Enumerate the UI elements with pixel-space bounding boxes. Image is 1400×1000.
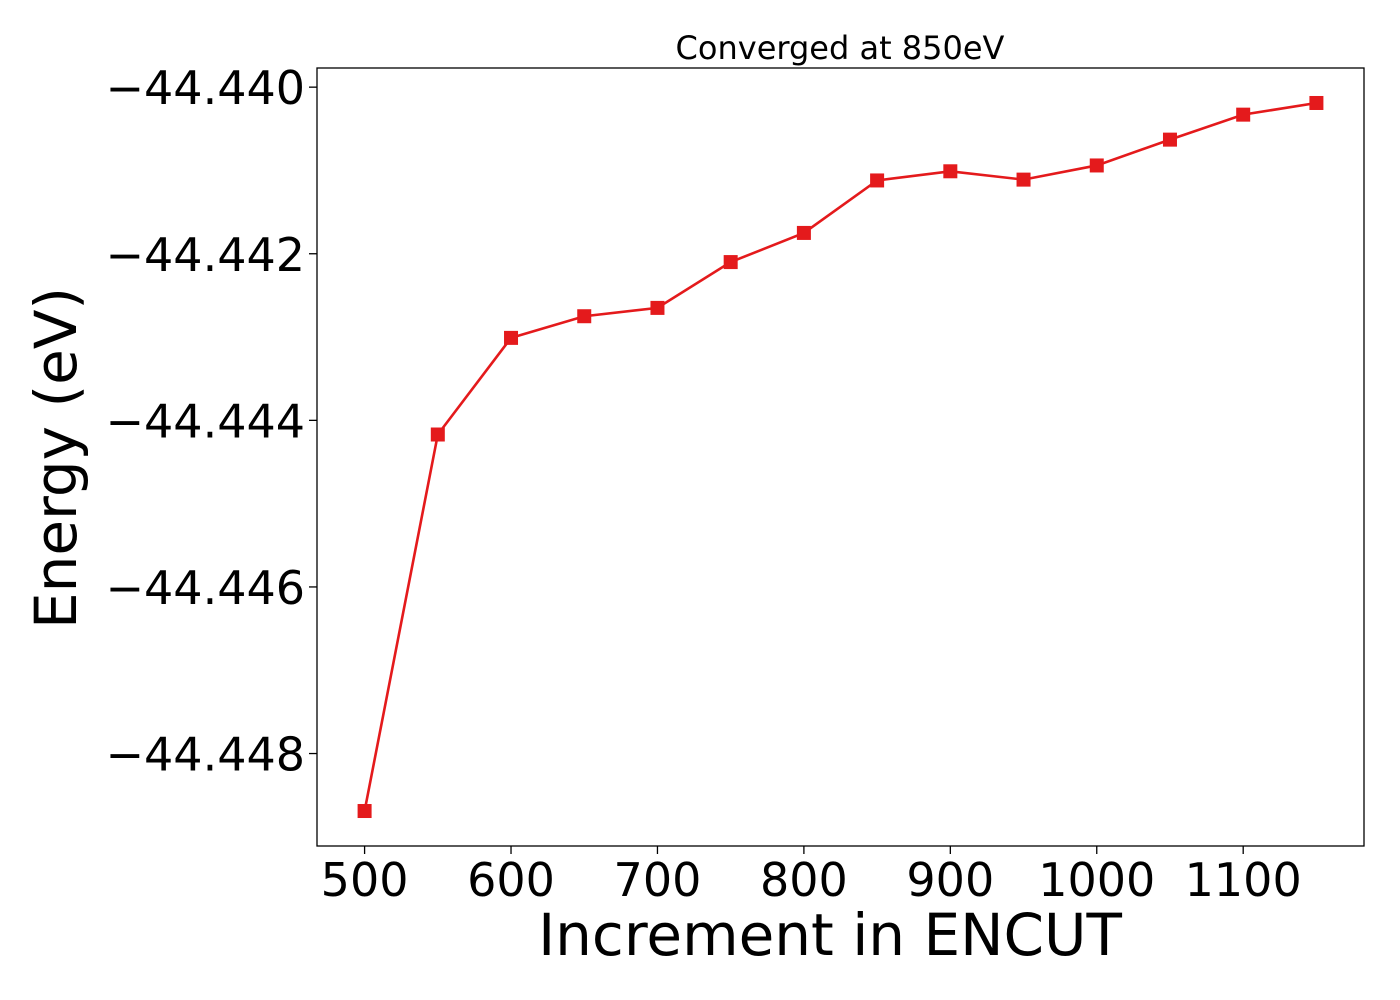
y-tick-label: −44.440 <box>106 61 306 115</box>
data-point-marker <box>943 164 958 179</box>
y-tick-label: −44.442 <box>106 228 306 282</box>
series-line <box>363 101 1317 812</box>
data-point-marker <box>1162 132 1177 147</box>
x-axis-ticks: 500 600 700 800 900 1000 1100 <box>321 846 1302 907</box>
x-tick-label: 1000 <box>1038 853 1155 907</box>
data-point-marker <box>1016 172 1031 187</box>
y-tick-label: −44.446 <box>106 561 306 615</box>
chart-title: Converged at 850eV <box>676 29 1005 67</box>
y-axis-ticks: −44.440 −44.442 −44.444 −44.446 −44.448 <box>106 61 317 782</box>
data-point-marker <box>1236 107 1251 122</box>
x-axis-label: Increment in ENCUT <box>538 901 1122 969</box>
data-point-marker <box>1089 158 1104 173</box>
x-tick-label: 800 <box>760 853 848 907</box>
y-tick-label: −44.444 <box>106 394 306 448</box>
x-tick-label: 900 <box>906 853 994 907</box>
x-tick-label: 1100 <box>1185 853 1302 907</box>
y-tick-label: −44.448 <box>106 728 306 782</box>
data-point-marker <box>650 300 665 315</box>
plot-area-frame <box>316 67 1365 847</box>
data-point-marker <box>870 173 885 188</box>
series-layer <box>357 95 1324 819</box>
data-point-marker <box>723 255 738 270</box>
data-point-marker <box>430 427 445 442</box>
data-point-marker <box>357 804 372 819</box>
data-point-marker <box>796 225 811 240</box>
x-tick-label: 700 <box>614 853 702 907</box>
data-point-marker <box>504 330 519 345</box>
data-point-marker <box>577 309 592 324</box>
x-tick-label: 600 <box>467 853 555 907</box>
y-axis-label: Energy (eV) <box>22 287 90 629</box>
x-tick-label: 500 <box>321 853 409 907</box>
data-point-marker <box>1309 95 1324 110</box>
